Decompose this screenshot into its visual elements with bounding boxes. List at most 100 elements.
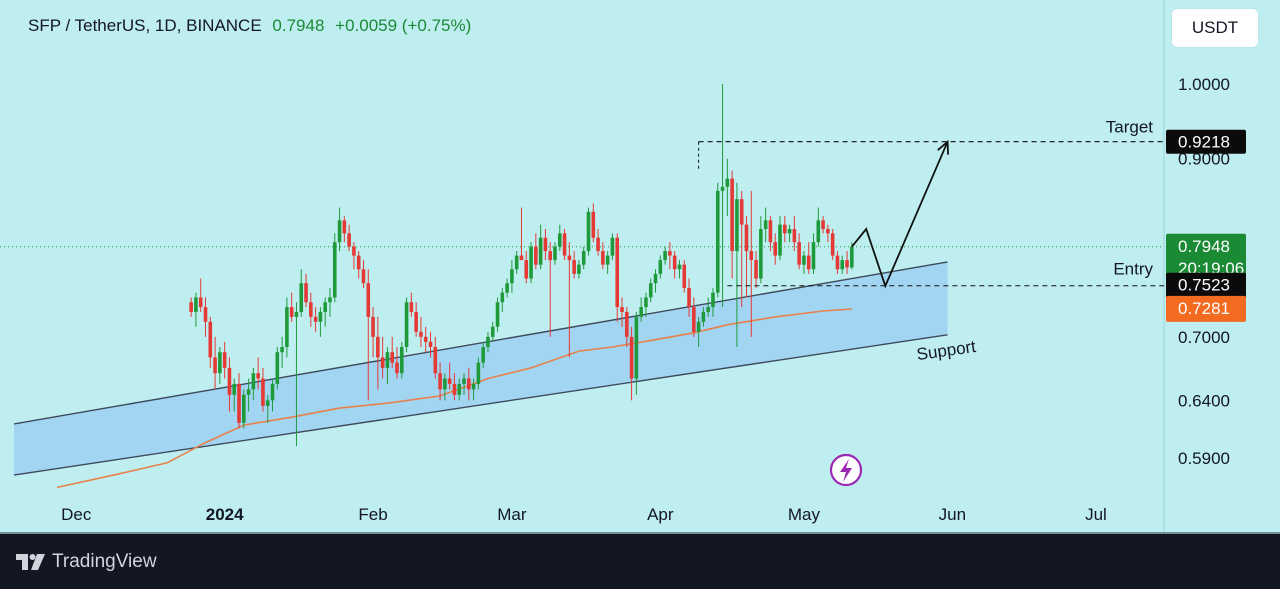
candle-body — [538, 237, 543, 265]
candle — [232, 378, 237, 412]
candle-body — [663, 251, 667, 261]
candle-body — [720, 186, 725, 191]
candle — [754, 251, 758, 288]
candle-body — [534, 246, 538, 265]
candle-body — [265, 400, 270, 406]
candle — [644, 292, 648, 317]
candle-body — [189, 302, 193, 312]
candle — [601, 242, 605, 270]
candle-body — [557, 233, 562, 247]
tradingview-logo[interactable]: TradingView — [16, 551, 157, 573]
candle-body — [840, 260, 845, 270]
candle-body — [304, 283, 308, 303]
candle — [672, 251, 677, 279]
candle-body — [462, 378, 466, 384]
candle-body — [524, 260, 529, 279]
candle-body — [505, 283, 509, 293]
time-tick-label: May — [788, 505, 821, 524]
candle — [806, 242, 811, 274]
candle — [548, 242, 552, 337]
candle — [261, 367, 265, 412]
candle-body — [620, 307, 624, 312]
candle — [361, 260, 366, 288]
candle-body — [323, 302, 327, 312]
candle-body — [543, 237, 548, 252]
candle-body — [816, 220, 821, 243]
candle — [203, 297, 208, 337]
candle-body — [830, 233, 835, 256]
candle-body — [404, 302, 409, 348]
candle-body — [289, 307, 294, 317]
candle-body — [356, 255, 361, 270]
channel-lower-line — [13, 334, 948, 476]
candle-body — [270, 383, 275, 401]
entry-annotation: Entry — [1113, 260, 1153, 279]
candle-body — [634, 316, 639, 379]
candle-body — [423, 336, 428, 342]
price-tick-label: 0.6400 — [1178, 391, 1230, 410]
candle — [782, 216, 787, 243]
candle — [500, 287, 505, 312]
candle-body — [514, 255, 519, 270]
candle-body — [227, 367, 232, 395]
candle — [275, 347, 280, 390]
candle-body — [692, 307, 696, 332]
candle — [409, 292, 414, 317]
candle-body — [711, 292, 715, 308]
candle — [347, 224, 351, 252]
candle-body — [371, 316, 375, 337]
candle — [553, 242, 557, 265]
candle-body — [696, 321, 701, 332]
candle-body — [562, 233, 567, 256]
candle-body — [701, 311, 706, 322]
candle-body — [467, 378, 471, 390]
candle — [356, 251, 361, 279]
candle — [404, 297, 409, 353]
candle — [744, 216, 749, 298]
candle — [768, 216, 773, 252]
candle — [797, 233, 801, 270]
candle-body — [835, 255, 840, 270]
time-tick-label: Jul — [1085, 505, 1107, 524]
candle-body — [438, 373, 442, 390]
candle — [706, 297, 710, 317]
candle — [270, 378, 275, 412]
candle-body — [309, 302, 313, 317]
candle — [625, 307, 629, 348]
candle-body — [792, 229, 797, 243]
candle — [251, 367, 256, 401]
candle-body — [332, 242, 337, 298]
current-price-label-text: 0.7948 — [1178, 237, 1230, 256]
candle — [663, 246, 667, 265]
candle-body — [548, 251, 552, 261]
projection-arrowhead — [937, 139, 950, 155]
candle-body — [256, 373, 260, 379]
candle — [304, 273, 308, 308]
candle-body — [275, 352, 280, 384]
candle — [749, 190, 754, 337]
candle — [419, 316, 423, 348]
candle — [505, 278, 509, 298]
symbol-header: SFP / TetherUS, 1D, BINANCE 0.7948 +0.00… — [28, 16, 471, 36]
candle — [802, 251, 806, 274]
candle-body — [395, 362, 399, 374]
candle — [534, 233, 538, 270]
candle-body — [806, 255, 811, 270]
candle — [294, 302, 299, 447]
price-chart[interactable]: Target Entry Support 1.0000 0.9000 0.7000 0.64… — [0, 0, 1280, 534]
last-price: 0.7948 — [272, 16, 325, 35]
currency-button[interactable]: USDT — [1172, 9, 1258, 47]
candle-body — [347, 233, 351, 247]
candle-body — [433, 347, 438, 374]
candle-body — [773, 242, 778, 256]
candle-body — [313, 316, 318, 322]
candle-body — [428, 341, 433, 348]
candle-body — [821, 220, 825, 230]
candle — [471, 378, 476, 401]
candle-body — [648, 283, 653, 298]
candle — [299, 269, 304, 317]
candle — [376, 316, 380, 390]
candle-body — [644, 297, 648, 308]
candle-body — [782, 224, 787, 234]
candle-body — [294, 311, 299, 317]
